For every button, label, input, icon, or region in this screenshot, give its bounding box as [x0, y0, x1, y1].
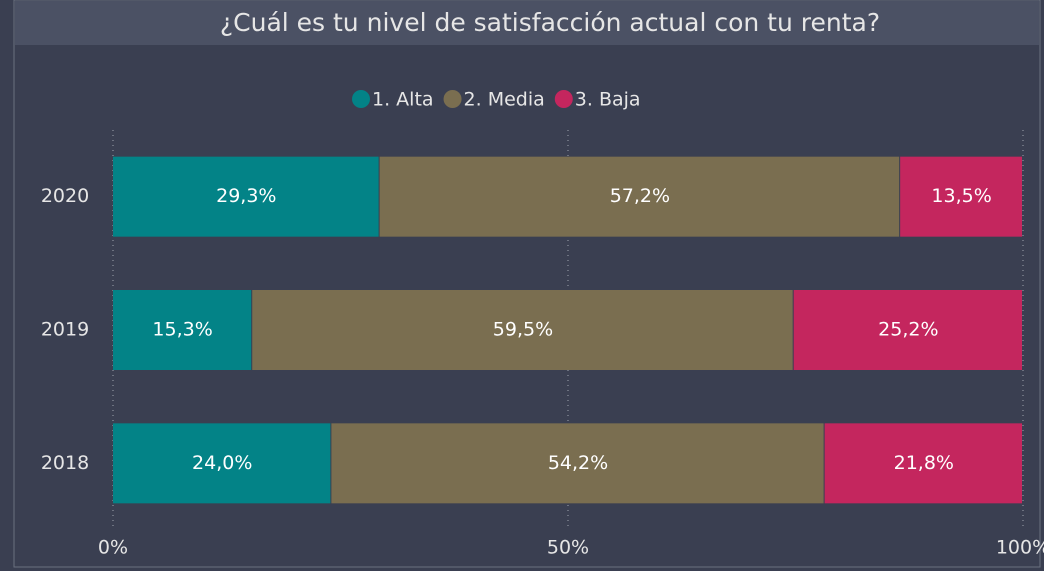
- legend-marker: [352, 90, 370, 108]
- bar-segment: [331, 423, 824, 504]
- bar-segment: [113, 423, 331, 504]
- bar-segment: [824, 423, 1022, 504]
- value-label: 57,2%: [610, 185, 670, 207]
- legend-marker: [443, 90, 462, 108]
- chart-title: ¿Cuál es tu nivel de satisfacción actual…: [220, 8, 880, 37]
- x-tick-label: 50%: [547, 537, 589, 559]
- y-tick-label: 2019: [41, 319, 89, 341]
- bar-segment: [900, 156, 1022, 237]
- value-label: 13,5%: [931, 185, 991, 207]
- legend-marker: [554, 90, 573, 108]
- value-label: 21,8%: [894, 452, 954, 474]
- legend-label: 1. Alta: [372, 89, 434, 111]
- bar-segment: [113, 156, 379, 237]
- legend-label: 3. Baja: [575, 89, 641, 111]
- value-label: 54,2%: [548, 452, 608, 474]
- x-tick-label: 100%: [996, 537, 1044, 559]
- y-tick-label: 2018: [41, 452, 89, 474]
- value-label: 59,5%: [493, 319, 553, 341]
- y-tick-label: 2020: [41, 185, 89, 207]
- bar-segment: [252, 290, 793, 370]
- bar-segment: [113, 290, 252, 370]
- x-tick-label: 0%: [98, 537, 128, 559]
- value-label: 29,3%: [216, 185, 276, 207]
- bar-segment: [379, 156, 900, 237]
- value-label: 25,2%: [878, 319, 938, 341]
- bar-segment: [793, 290, 1022, 370]
- value-label: 24,0%: [192, 452, 252, 474]
- legend-label: 2. Media: [464, 89, 545, 111]
- value-label: 15,3%: [152, 319, 212, 341]
- title-bar: [15, 1, 1039, 45]
